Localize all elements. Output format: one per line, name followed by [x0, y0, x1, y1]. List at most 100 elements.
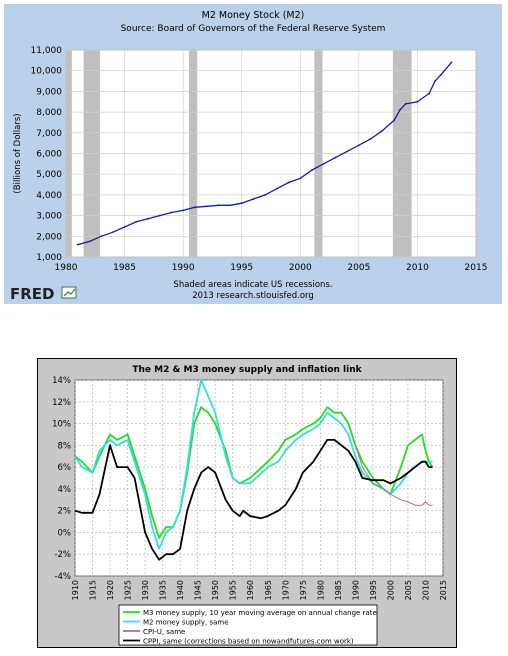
series-point-m2	[346, 150, 349, 153]
series-point-m2	[135, 220, 138, 223]
fred-logo-icon-line	[63, 288, 76, 297]
series-point-m2	[322, 162, 325, 165]
y-tick-label: 12%	[52, 398, 71, 408]
x-tick-label: 1950	[211, 580, 220, 600]
y-tick-label: 8,000	[36, 108, 62, 118]
series-point-m2	[450, 61, 453, 64]
series-point-m2	[287, 181, 290, 184]
x-tick-label: 1985	[113, 263, 136, 273]
series-point-m2	[398, 109, 401, 111]
series-point-m2	[334, 156, 337, 159]
x-tick-label: 2005	[404, 580, 413, 600]
series-point-m2	[193, 206, 196, 209]
series-point-m2	[416, 100, 419, 103]
chart-title: M2 Money Stock (M2)	[202, 10, 305, 21]
x-tick-label: 1955	[229, 580, 238, 600]
series-point-m2	[240, 202, 243, 205]
x-tick-label: 2000	[386, 580, 395, 600]
y-tick-label: 2%	[58, 507, 72, 517]
x-tick-label: 1980	[55, 263, 78, 273]
series-point-m2	[88, 240, 91, 243]
x-tick-label: 2010	[406, 263, 429, 273]
x-tick-label: 1925	[124, 580, 133, 600]
x-tick-label: 1970	[281, 580, 290, 600]
x-tick-label: 1990	[351, 580, 360, 600]
legend-label-1: M2 money supply, same	[143, 619, 229, 627]
y-tick-label: -4%	[54, 572, 71, 582]
series-point-m2	[147, 217, 149, 220]
money-supply-inflation-chart: -4% -2% 0% 2% 4% 6% 8% 10% 12% 14% 1910 1915 1920 192…	[37, 358, 457, 648]
y-tick-label: 4,000	[36, 191, 62, 201]
series-point-m2	[252, 198, 255, 200]
series-point-m2	[299, 177, 302, 180]
x-tick-label: 1935	[159, 580, 168, 600]
x-tick-label: 1940	[176, 580, 185, 600]
legend-box	[118, 604, 378, 646]
y-tick-label: 4%	[58, 485, 72, 495]
legend-label-0: M3 money supply, 10 year moving average …	[143, 609, 377, 617]
series-point-m2	[182, 209, 185, 212]
y-tick-label: -2%	[54, 550, 71, 560]
y-axis-label: (Billions of Dollars)	[13, 113, 23, 193]
m2-money-stock-chart: 1,000 2,000 3,000 4,000 5,000 6,000 7,000 8,000…	[4, 4, 502, 304]
series-point-m2	[369, 138, 372, 140]
series-point-m2	[311, 169, 313, 171]
series-point-m2	[217, 204, 220, 207]
recession-note: Shaded areas indicate US recessions.	[173, 280, 332, 290]
y-tick-label: 9,000	[36, 87, 62, 97]
x-tick-label: 1965	[264, 580, 273, 600]
y-tick-label: 7,000	[36, 129, 62, 139]
y-tick-label: 11,000	[31, 46, 63, 56]
series-point-m2	[111, 231, 114, 234]
series-point-m2	[434, 80, 436, 82]
chart-subtitle: Source: Board of Governors of the Federa…	[121, 24, 386, 34]
x-tick-label: 2015	[439, 580, 448, 600]
series-point-m2	[170, 211, 173, 214]
series-point-m2	[205, 205, 208, 208]
x-tick-label: 2010	[421, 580, 430, 600]
series-point-m2	[428, 92, 431, 95]
x-tick-label: 2005	[347, 263, 370, 273]
x-tick-label: 1995	[230, 263, 253, 273]
series-point-m2	[404, 102, 407, 105]
y-tick-label: 1,000	[36, 253, 62, 263]
y-tick-label: 0%	[58, 528, 72, 538]
series-point-m2	[158, 214, 161, 217]
plot-area	[74, 379, 444, 577]
x-tick-label: 1915	[89, 580, 98, 600]
y-tick-label: 10%	[52, 420, 71, 430]
x-tick-label: 1960	[246, 580, 255, 600]
y-tick-label: 6,000	[36, 150, 62, 160]
legend-label-2: CPI-U, same	[143, 628, 185, 636]
series-point-m2	[357, 144, 360, 147]
y-tick-label: 5,000	[36, 170, 62, 180]
x-tick-label: 2015	[465, 263, 488, 273]
source-credit: 2013 research.stlouisfed.org	[192, 291, 314, 301]
series-point-m2	[264, 194, 267, 196]
series-point-m2	[381, 129, 384, 132]
x-tick-label: 1910	[71, 580, 80, 600]
x-tick-label: 1975	[299, 580, 308, 600]
series-point-m2	[123, 226, 126, 228]
y-tick-label: 8%	[58, 441, 72, 451]
y-tick-label: 2,000	[36, 232, 62, 242]
series-point-m2	[275, 187, 278, 190]
x-tick-label: 1920	[106, 580, 115, 600]
x-tick-label: 1995	[369, 580, 378, 600]
chart-title: The M2 & M3 money supply and inflation l…	[132, 365, 362, 375]
y-tick-label: 10,000	[31, 67, 63, 77]
y-tick-label: 14%	[52, 376, 71, 386]
x-tick-label: 2000	[289, 263, 312, 273]
fred-logo: FRED	[10, 285, 77, 303]
x-tick-label: 1985	[334, 580, 343, 600]
series-point-m2	[229, 204, 231, 207]
fred-logo-text: FRED	[10, 285, 55, 303]
x-tick-label: 1930	[141, 580, 150, 600]
x-tick-label: 1945	[194, 580, 203, 600]
series-point-m2	[76, 243, 79, 246]
x-tick-label: 1980	[316, 580, 325, 600]
y-tick-label: 6%	[58, 463, 72, 473]
series-point-m2	[100, 235, 103, 238]
y-tick-label: 3,000	[36, 212, 62, 222]
legend-label-3: CPPI, same (corrections based on nowandf…	[143, 638, 354, 646]
